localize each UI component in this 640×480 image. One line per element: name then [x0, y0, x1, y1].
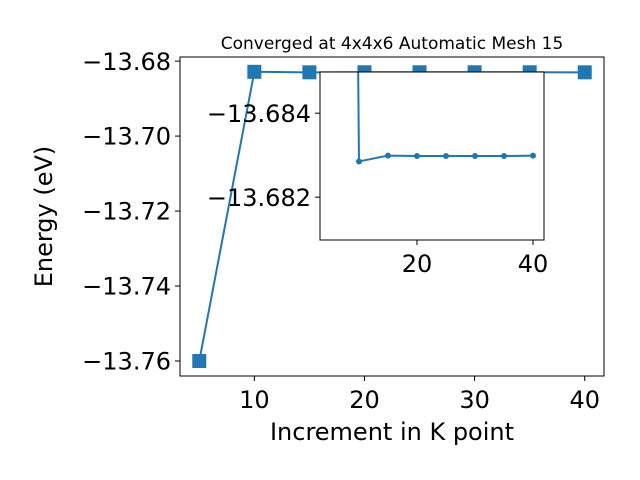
data-point	[413, 153, 420, 159]
data-point	[442, 153, 449, 159]
data-point	[529, 152, 536, 159]
data-point	[247, 64, 262, 79]
x-tick-label: 10	[239, 386, 270, 414]
plot-area	[355, 72, 536, 165]
data-point	[384, 152, 391, 159]
x-tick-label: 30	[459, 386, 490, 414]
data-point	[500, 153, 507, 159]
y-tick-label: −13.72	[82, 198, 171, 226]
x-tick-label: 40	[518, 250, 549, 278]
y-tick-label: −13.70	[82, 123, 171, 151]
data-point	[471, 153, 478, 159]
data-point	[302, 65, 317, 80]
y-tick-label: −13.68	[82, 48, 171, 76]
axes-frame	[179, 56, 605, 377]
y-tick-label: −13.74	[82, 273, 171, 301]
y-axis-label: Energy (eV)	[30, 146, 58, 288]
chart-title: Converged at 4x4x6 Automatic Mesh 15	[221, 34, 564, 54]
data-line	[357, 72, 533, 163]
x-tick-label: 20	[349, 386, 380, 414]
y-tick-label: −13.684	[207, 100, 311, 128]
y-tick-label: −13.682	[207, 184, 311, 212]
axes-frame	[319, 71, 545, 241]
data-point	[577, 65, 592, 80]
x-tick-label: 40	[569, 386, 600, 414]
data-point	[192, 354, 207, 369]
data-point	[355, 158, 362, 165]
x-tick-label: 20	[402, 250, 433, 278]
x-axis-label: Increment in K point	[270, 418, 514, 446]
y-tick-label: −13.76	[82, 348, 171, 376]
